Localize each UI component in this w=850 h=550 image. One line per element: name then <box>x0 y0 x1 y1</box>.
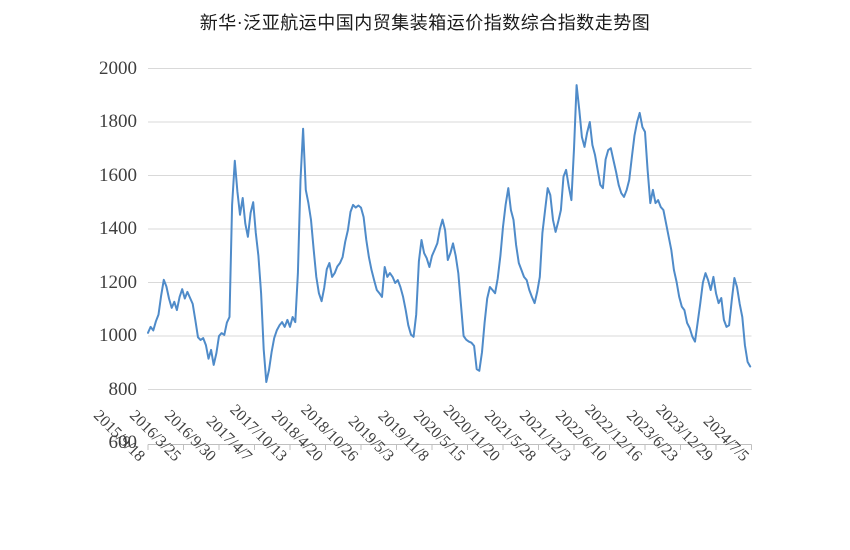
y-tick-label: 1800 <box>99 111 137 132</box>
y-tick-label: 800 <box>108 378 138 400</box>
y-tick-label: 1400 <box>99 218 137 239</box>
y-tick-label: 2000 <box>99 57 137 79</box>
y-tick-label: 600 <box>108 432 138 453</box>
y-tick-label: 1200 <box>99 271 137 293</box>
y-tick-label: 1600 <box>99 164 137 186</box>
chart-title: 新华·泛亚航运中国内贸集装箱运价指数综合指数走势图 <box>199 13 651 33</box>
y-tick-label: 1000 <box>99 325 137 346</box>
series-line <box>147 84 752 383</box>
